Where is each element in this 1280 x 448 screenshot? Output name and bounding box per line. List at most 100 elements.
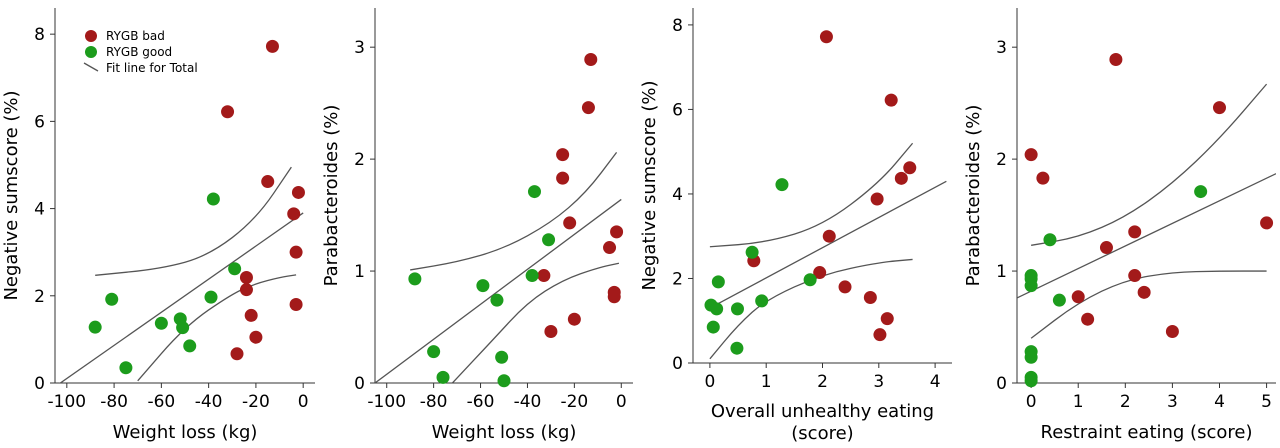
y-tick-label: 0: [34, 374, 45, 394]
ci-lower-line: [709, 258, 913, 360]
point-rygb-bad: [244, 308, 258, 322]
legend-label: RYGB good: [106, 45, 172, 59]
point-rygb-bad: [584, 52, 598, 66]
y-axis-label: Negative sumscore (%): [639, 80, 660, 290]
point-rygb-good: [88, 320, 102, 334]
point-rygb-bad: [556, 171, 570, 185]
legend-label: RYGB bad: [106, 29, 165, 43]
point-rygb-good: [408, 272, 422, 286]
y-tick-label: 6: [672, 100, 683, 120]
x-tick-label: -40: [195, 392, 223, 412]
x-tick-label: 5: [1261, 392, 1272, 412]
fit-line: [59, 212, 304, 383]
point-rygb-good: [176, 321, 190, 335]
point-rygb-bad: [873, 328, 887, 342]
point-rygb-good: [803, 273, 817, 287]
y-axis-label: Negative sumscore (%): [1, 90, 22, 300]
point-rygb-bad: [1260, 216, 1274, 230]
point-rygb-good: [1043, 233, 1057, 247]
x-axis-label: Overall unhealthy eating: [711, 401, 934, 422]
point-rygb-good: [436, 370, 450, 384]
point-rygb-good: [1024, 350, 1038, 364]
point-rygb-bad: [870, 192, 884, 206]
point-rygb-bad: [556, 148, 570, 162]
point-rygb-bad: [581, 101, 595, 115]
point-rygb-bad: [822, 229, 836, 243]
point-rygb-bad: [249, 330, 263, 344]
point-rygb-bad: [221, 105, 235, 119]
point-rygb-good: [730, 341, 744, 355]
chart-panel-3: 0 1 2 3 4 0 2 4 6 8 Overall unhealthy eating(score…: [639, 8, 952, 444]
x-tick-label: 3: [873, 372, 884, 392]
y-tick-label: 1: [996, 262, 1007, 282]
x-tick-label: -80: [420, 392, 448, 412]
point-rygb-bad: [1036, 171, 1050, 185]
point-rygb-good: [206, 192, 220, 206]
ci-upper-line: [1031, 83, 1268, 246]
y-tick-label: 2: [34, 287, 45, 307]
x-tick-label: -20: [242, 392, 270, 412]
point-rygb-bad: [261, 175, 275, 189]
y-tick-label: 0: [354, 374, 365, 394]
x-tick-label: 0: [704, 372, 715, 392]
x-tick-label: -60: [147, 392, 175, 412]
point-rygb-bad: [239, 283, 253, 297]
x-tick-label: -100: [367, 392, 406, 412]
chart-panel-2: -100 -80 -60 -40 -20 0 0 1 2 3 Weight loss (kg) Par…: [321, 8, 633, 443]
point-rygb-good: [525, 269, 539, 283]
legend-marker: [85, 46, 97, 58]
point-rygb-good: [183, 339, 197, 353]
y-tick-label: 1: [354, 262, 365, 282]
x-tick-label: 0: [298, 392, 309, 412]
point-rygb-good: [1024, 279, 1038, 293]
point-rygb-good: [427, 345, 441, 359]
point-rygb-bad: [894, 171, 908, 185]
point-rygb-bad: [880, 312, 894, 326]
point-rygb-bad: [563, 216, 577, 230]
point-rygb-good: [745, 245, 759, 259]
x-tick-label: 1: [1073, 392, 1084, 412]
x-tick-label: 2: [1120, 392, 1131, 412]
point-rygb-bad: [1128, 225, 1142, 239]
point-rygb-bad: [603, 241, 617, 255]
point-rygb-bad: [1137, 285, 1151, 299]
ci-upper-line: [709, 142, 914, 248]
y-tick-label: 3: [354, 38, 365, 58]
point-rygb-good: [105, 292, 119, 306]
point-rygb-good: [1052, 293, 1066, 307]
y-tick-label: 6: [34, 112, 45, 132]
point-rygb-bad: [1024, 148, 1038, 162]
point-rygb-bad: [607, 290, 621, 304]
point-rygb-good: [490, 293, 504, 307]
point-rygb-good: [1024, 374, 1038, 388]
point-rygb-bad: [610, 225, 624, 239]
point-rygb-good: [1194, 185, 1208, 199]
point-rygb-good: [497, 374, 511, 388]
point-rygb-good: [476, 279, 490, 293]
point-rygb-bad: [1099, 241, 1113, 255]
point-rygb-bad: [287, 207, 301, 221]
ci-upper-line: [410, 152, 618, 271]
point-rygb-bad: [863, 290, 877, 304]
x-tick-label: 2: [817, 372, 828, 392]
point-rygb-good: [527, 185, 541, 199]
x-tick-label: 0: [616, 392, 627, 412]
point-rygb-bad: [1165, 325, 1179, 339]
x-axis-label: Weight loss (kg): [432, 422, 577, 443]
y-tick-label: 2: [672, 269, 683, 289]
x-tick-label: 0: [1026, 392, 1037, 412]
point-rygb-bad: [537, 269, 551, 283]
y-tick-label: 3: [996, 38, 1007, 58]
x-tick-label: 4: [1214, 392, 1225, 412]
fit-line: [1017, 173, 1276, 299]
y-tick-label: 0: [996, 374, 1007, 394]
point-rygb-bad: [1109, 52, 1123, 66]
point-rygb-good: [730, 302, 744, 316]
x-tick-label: 1: [761, 372, 772, 392]
point-rygb-good: [755, 294, 769, 308]
fit-line: [709, 180, 947, 309]
legend-marker: [85, 30, 97, 42]
fit-line: [375, 198, 622, 383]
point-rygb-good: [711, 275, 725, 289]
